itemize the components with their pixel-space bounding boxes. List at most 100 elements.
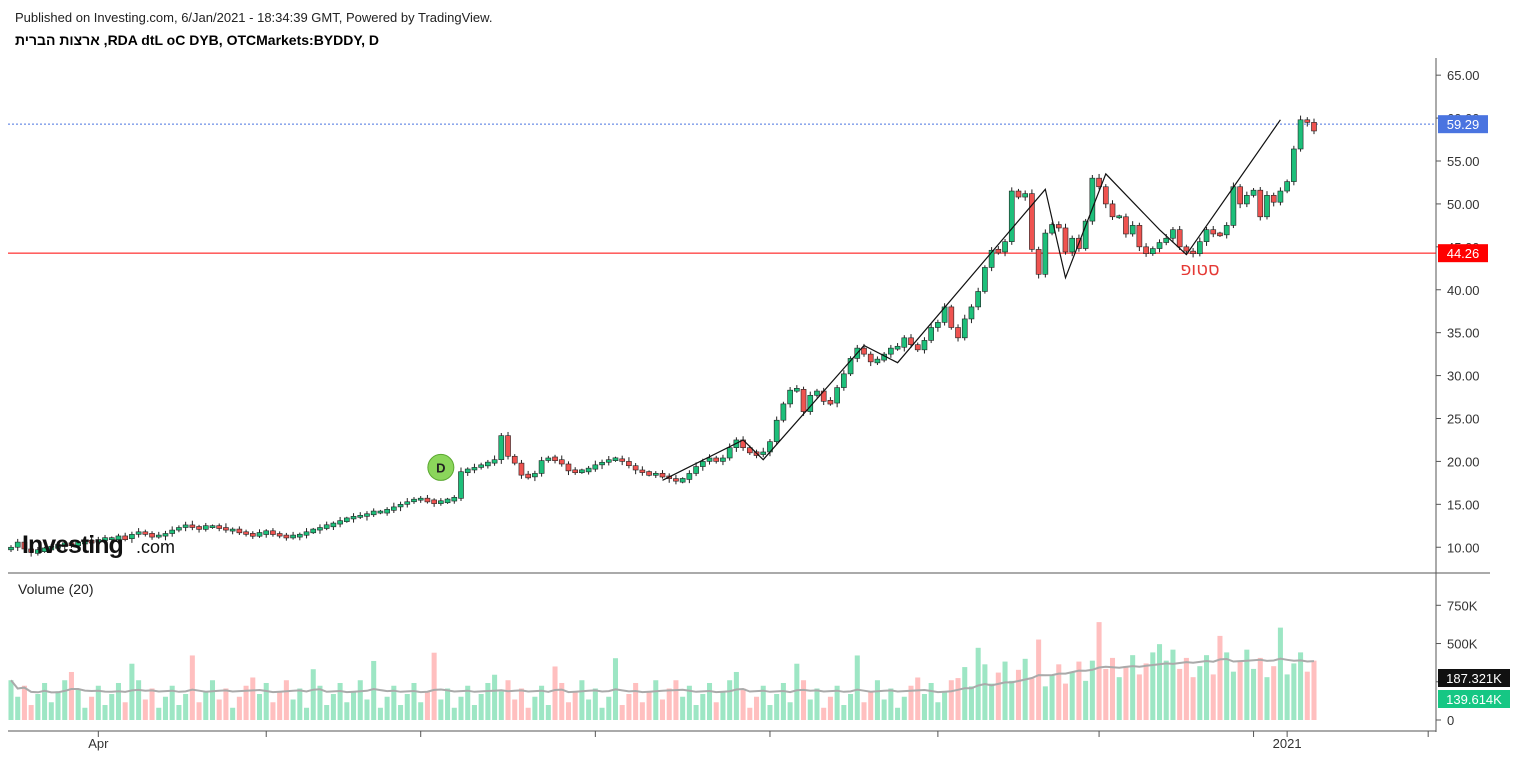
volume-bar	[1264, 677, 1270, 720]
candle	[451, 495, 458, 504]
candle	[908, 334, 914, 348]
candle	[1102, 184, 1109, 209]
volume-bar	[760, 685, 766, 720]
candle-body	[995, 248, 1002, 254]
candle	[176, 525, 182, 533]
candle	[1183, 244, 1190, 254]
volume-tick-label: 500K	[1447, 637, 1478, 652]
candle	[1029, 189, 1035, 253]
trend-lines[interactable]	[662, 119, 1281, 481]
volume-bar	[122, 702, 128, 720]
candle-body	[444, 498, 451, 504]
candle	[135, 528, 142, 538]
candle-body	[344, 517, 350, 522]
volume-bar	[304, 707, 310, 720]
candle-body	[841, 373, 847, 388]
candle	[693, 462, 699, 477]
candle	[88, 537, 95, 545]
candle-body	[1163, 237, 1170, 243]
candle-body	[162, 533, 169, 537]
candle	[505, 431, 511, 460]
volume-bar	[968, 686, 974, 720]
candle-body	[1217, 232, 1223, 237]
price-tick-label: 40.00	[1447, 283, 1480, 298]
volume-bar	[928, 682, 934, 720]
candle-body	[431, 499, 437, 504]
volume-bar	[62, 680, 68, 720]
volume-bar	[915, 677, 921, 720]
dividend-marker[interactable]: D	[427, 453, 455, 481]
candle-body	[1264, 195, 1270, 218]
candle	[330, 521, 337, 530]
volume-bar	[1311, 660, 1317, 720]
volume-bar	[290, 699, 296, 720]
volume-bar	[599, 707, 605, 720]
volume-bar	[1056, 664, 1062, 720]
candle-body	[558, 459, 565, 465]
candle	[1136, 222, 1143, 252]
volume-bar	[706, 682, 713, 720]
volume-bar	[1271, 666, 1277, 720]
volume-bar	[888, 688, 894, 720]
candle	[780, 401, 787, 423]
candle	[303, 528, 310, 539]
volume-bar	[458, 696, 464, 720]
candle	[814, 388, 820, 398]
candle	[14, 538, 21, 551]
volume-bar	[445, 688, 451, 720]
candle-body	[720, 457, 726, 462]
volume-bar	[633, 682, 639, 720]
volume-bar	[162, 696, 168, 720]
published-note: Published on Investing.com, 6/Jan/2021 -…	[15, 10, 493, 25]
candle-body	[1042, 232, 1049, 275]
volume-bar	[337, 682, 343, 720]
candle	[108, 536, 115, 541]
candle	[585, 465, 592, 475]
volume-bar	[1217, 635, 1223, 720]
candle-body	[202, 525, 209, 530]
price-tick-label: 15.00	[1447, 497, 1480, 512]
candle-body	[8, 546, 14, 551]
candle	[955, 324, 961, 342]
candle	[8, 545, 14, 552]
candle-body	[713, 457, 720, 462]
candle	[807, 391, 814, 415]
candle	[579, 468, 585, 474]
volume-bar	[659, 699, 666, 720]
volume-bar	[1291, 663, 1297, 720]
candle-body	[646, 471, 652, 476]
candle-body	[518, 462, 525, 476]
candle	[229, 527, 236, 535]
last-price-value: 59.29	[1447, 117, 1480, 132]
candle-body	[908, 337, 914, 345]
volume-bar	[236, 696, 242, 720]
candle	[478, 462, 484, 470]
volume-bar	[1136, 674, 1142, 720]
price-tick-label: 25.00	[1447, 412, 1480, 427]
volume-bar	[1197, 666, 1203, 720]
candle-body	[41, 547, 48, 552]
volume-bar	[498, 691, 504, 720]
volume-bar	[1257, 657, 1263, 720]
volume-bar	[801, 680, 807, 720]
candle-body	[498, 435, 505, 460]
volume-bar	[216, 699, 222, 720]
volume-bar	[989, 683, 995, 720]
volume-bar	[324, 705, 330, 720]
candle-body	[794, 388, 800, 392]
volume-bar	[431, 652, 437, 720]
candle	[740, 436, 746, 451]
candle-body	[102, 537, 108, 541]
candle-body	[317, 527, 323, 531]
candle	[1089, 174, 1096, 225]
candle-body	[874, 358, 881, 364]
candle-body	[699, 461, 706, 467]
volume-bar	[357, 680, 363, 720]
volume-bar	[1109, 657, 1116, 720]
stop-label: סטופ	[1180, 259, 1220, 280]
candle	[941, 303, 948, 326]
volume-bar	[136, 680, 142, 720]
candle	[384, 507, 390, 516]
candle-body	[619, 458, 626, 462]
